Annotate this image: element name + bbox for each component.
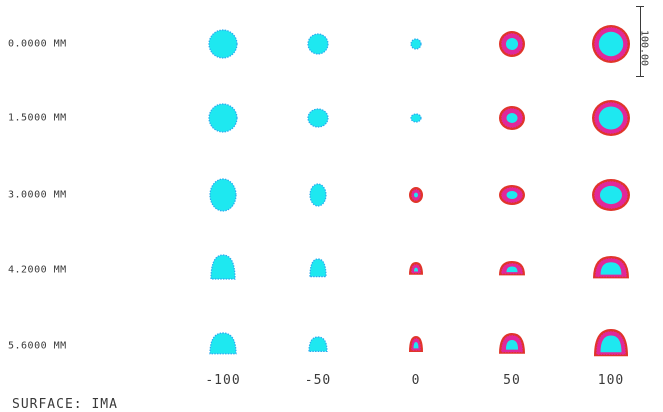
spot-r3-c4-core bbox=[506, 191, 518, 199]
spot-r5-c1 bbox=[209, 332, 237, 355]
spot-r2-c1 bbox=[208, 103, 238, 133]
field-label-5: 5.6000 MM bbox=[8, 340, 67, 352]
scale-label: 100.00 bbox=[638, 29, 650, 67]
field-label-1: 0.0000 MM bbox=[8, 38, 67, 50]
spot-r3-c1 bbox=[209, 178, 237, 212]
spot-r3-c2 bbox=[309, 183, 327, 207]
defocus-label-4: 50 bbox=[503, 373, 521, 388]
spot-r4-c5-core bbox=[600, 262, 622, 275]
spot-r2-c5-core bbox=[598, 106, 624, 130]
spot-r1-c4-core bbox=[505, 37, 519, 51]
spot-r4-c3-core bbox=[414, 267, 418, 272]
spot-r4-c4-core bbox=[506, 266, 518, 273]
scale-bar bbox=[640, 6, 641, 77]
spot-r1-c1 bbox=[208, 29, 238, 59]
spot-r5-c2 bbox=[308, 336, 328, 352]
spot-r3-c5-core bbox=[599, 185, 623, 205]
spot-r3-c3-core bbox=[414, 192, 418, 198]
field-label-2: 1.5000 MM bbox=[8, 112, 67, 124]
defocus-label-2: -50 bbox=[304, 373, 332, 388]
scale-bar-bottom-tick bbox=[636, 76, 644, 77]
field-label-3: 3.0000 MM bbox=[8, 189, 67, 201]
spot-r1-c3 bbox=[410, 38, 422, 50]
defocus-label-1: -100 bbox=[205, 373, 241, 388]
spot-r5-c4-core bbox=[505, 339, 519, 350]
spot-r1-c5-core bbox=[598, 31, 624, 57]
spot-r5-c5-core bbox=[600, 335, 622, 353]
defocus-label-3: 0 bbox=[411, 373, 421, 388]
field-label-4: 4.2000 MM bbox=[8, 264, 67, 276]
scale-bar-top-tick bbox=[636, 6, 644, 7]
spot-r2-c3 bbox=[410, 113, 422, 123]
spot-r2-c4-core bbox=[506, 113, 518, 123]
surface-label: SURFACE: IMA bbox=[12, 397, 118, 412]
spot-r1-c2 bbox=[307, 33, 329, 55]
spot-r2-c2 bbox=[307, 108, 329, 128]
spot-r4-c2 bbox=[309, 258, 327, 278]
defocus-label-5: 100 bbox=[597, 373, 625, 388]
spot-r5-c3-core bbox=[413, 342, 419, 349]
spot-r4-c1 bbox=[210, 254, 236, 280]
